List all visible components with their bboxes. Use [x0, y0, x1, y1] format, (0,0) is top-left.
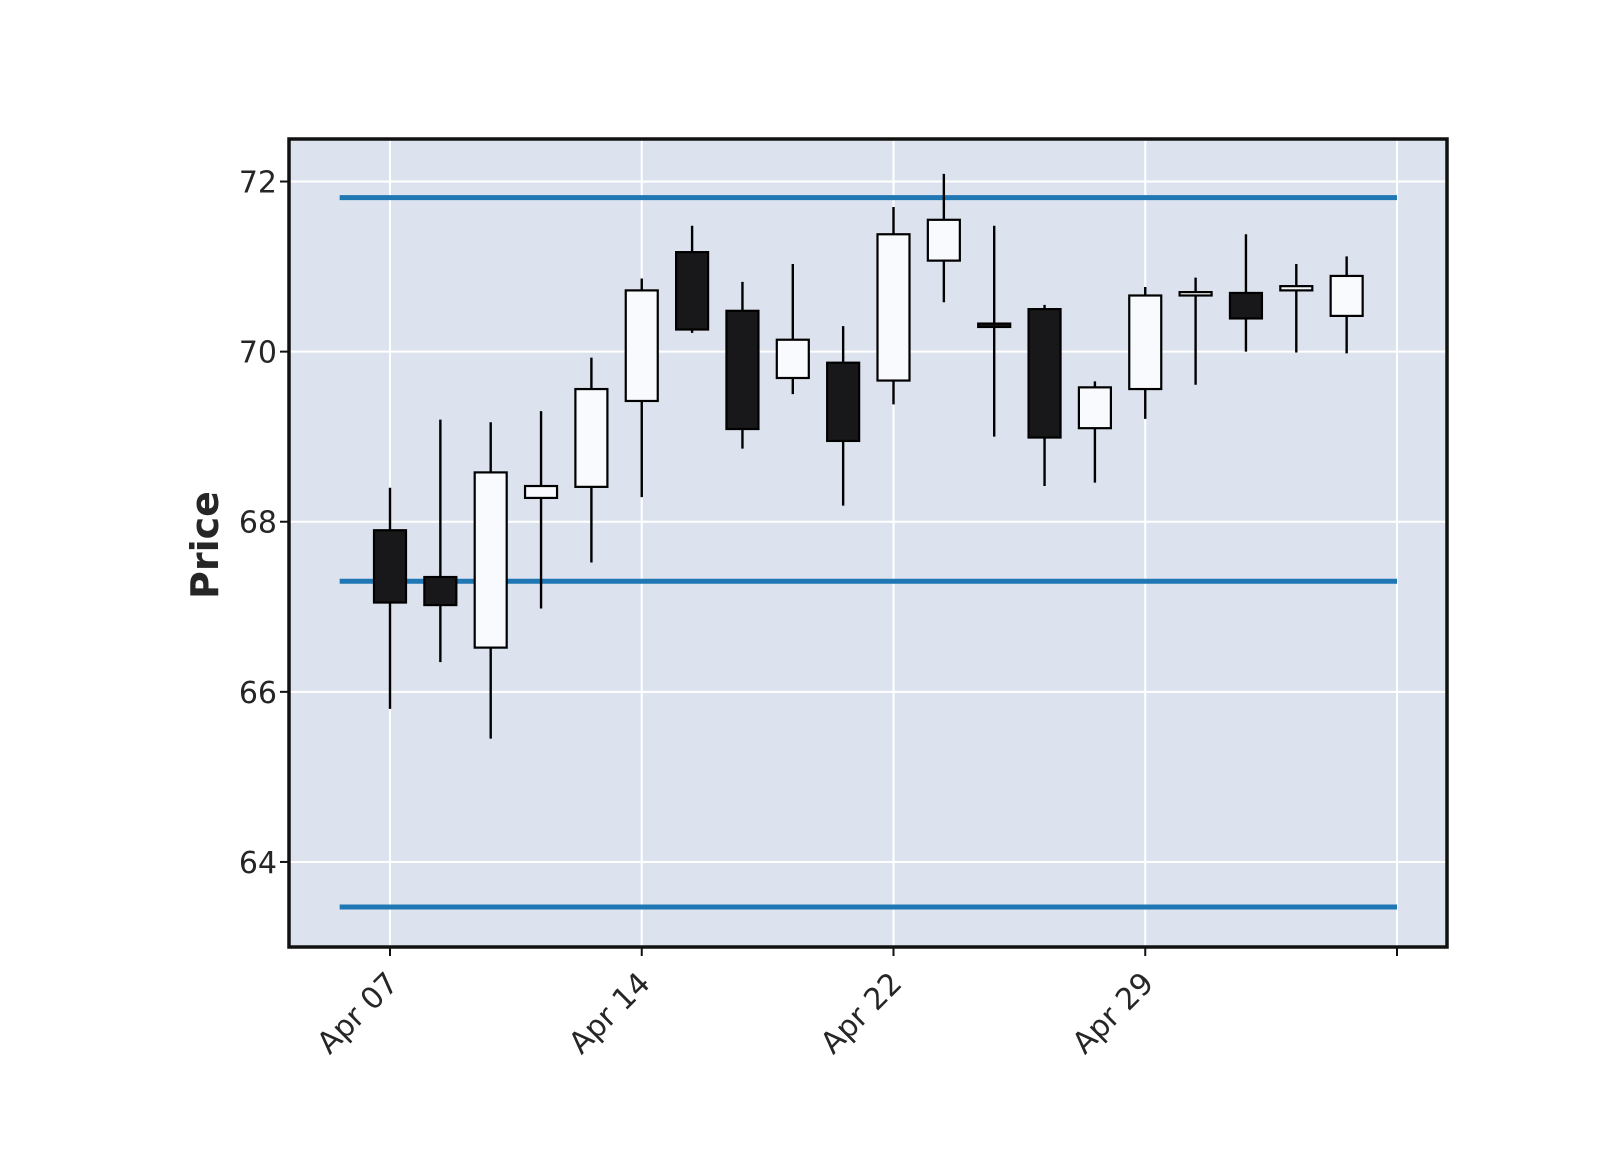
candle-body-down — [826, 361, 861, 443]
candle — [674, 225, 710, 333]
candle-body-down — [674, 251, 710, 331]
y-axis-ticks: 64 66 68 70 72 — [239, 166, 289, 881]
x-tick-label: Apr 29 — [1066, 966, 1161, 1061]
candle-body-up — [926, 218, 961, 262]
y-tick-label: 64 — [239, 846, 277, 881]
y-tick-label: 68 — [239, 506, 277, 541]
y-axis-label: Price — [183, 491, 227, 599]
candle-body-up — [1329, 274, 1364, 318]
plot-area — [289, 139, 1447, 947]
candle — [1228, 234, 1264, 352]
candle-body-up — [876, 233, 911, 382]
candle — [1027, 304, 1062, 487]
candle — [1178, 277, 1213, 385]
x-tick-label: Apr 07 — [310, 966, 405, 1061]
y-tick-label: 66 — [239, 676, 277, 711]
plot-frame — [287, 137, 1449, 949]
candle — [473, 422, 508, 739]
candle-body-down — [423, 575, 458, 607]
x-tick-label: Apr 14 — [562, 966, 657, 1061]
candle — [977, 225, 1012, 437]
y-tick-label: 72 — [239, 166, 277, 201]
candle — [1077, 381, 1113, 483]
candle-body-up — [1077, 386, 1113, 430]
candle — [725, 281, 760, 449]
candle-body-up — [523, 484, 559, 500]
candle — [926, 173, 961, 303]
candles — [372, 173, 1364, 739]
candle — [574, 357, 609, 563]
candle-body-up — [473, 471, 508, 649]
candle — [372, 487, 408, 709]
y-tick-label: 70 — [239, 336, 277, 371]
candle-body-down — [725, 309, 760, 431]
candle-body-down — [1027, 308, 1062, 439]
candle-body-up — [624, 289, 659, 403]
candle-body-up — [1178, 290, 1213, 297]
x-tick-label: Apr 22 — [814, 966, 909, 1061]
candle-body-down — [1228, 291, 1264, 320]
candle — [624, 278, 659, 498]
candle — [1329, 256, 1364, 354]
x-axis-ticks: Apr 07 Apr 14 Apr 22 Apr 29 — [310, 947, 1398, 1061]
candle — [1279, 264, 1314, 353]
horizontal-lines — [339, 195, 1397, 910]
candle-body-up — [1279, 285, 1314, 292]
candle — [523, 411, 559, 609]
candle-body-up — [1128, 294, 1163, 391]
candle — [1128, 286, 1163, 419]
candle-body-up — [775, 338, 810, 380]
candle — [423, 419, 458, 663]
candle-body-down — [372, 529, 408, 604]
candle-body-up — [574, 387, 609, 488]
candle-body-down — [977, 322, 1012, 329]
candle — [826, 326, 861, 506]
candle — [876, 207, 911, 405]
candle — [775, 264, 810, 395]
